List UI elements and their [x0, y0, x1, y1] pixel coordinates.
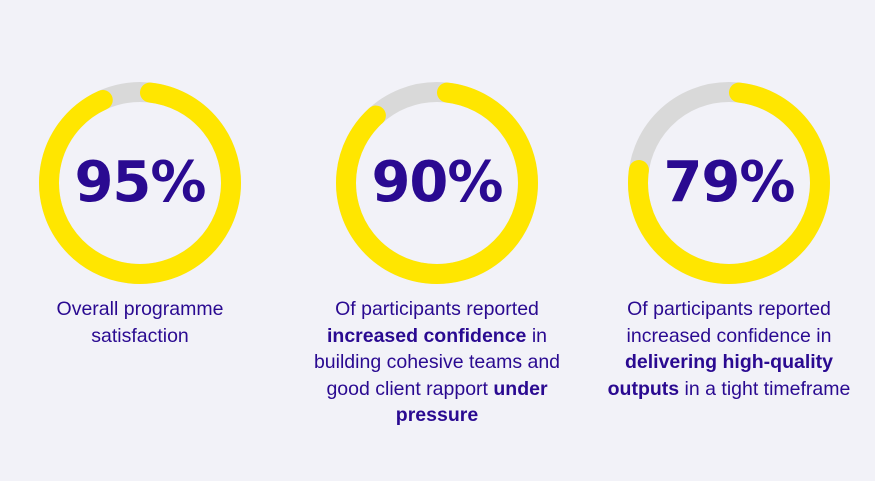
- caption-emphasis: under pressure: [395, 377, 548, 427]
- caption-emphasis: increased confidence: [326, 324, 527, 347]
- caption-text: satisfaction: [91, 324, 189, 347]
- caption-text: in a tight timeframe: [679, 377, 851, 400]
- caption: Of participants reported increased confi…: [599, 296, 859, 402]
- caption-emphasis: delivering high-quality outputs: [607, 351, 834, 400]
- percentage-label: 95%: [74, 150, 206, 215]
- percentage-label: 79%: [663, 150, 795, 215]
- caption: Overall programme satisfaction: [20, 296, 260, 349]
- caption-text: Overall programme: [56, 298, 224, 320]
- percentage-label: 90%: [371, 150, 503, 215]
- donut-chart: [39, 82, 241, 284]
- donut-chart: [628, 82, 830, 284]
- donut-value-arc: [336, 82, 538, 284]
- caption-text: Of participants reported: [335, 298, 539, 320]
- caption-text: Of participants reported increased confi…: [626, 298, 832, 347]
- donut-value-arc: [628, 82, 830, 284]
- caption-text: in building cohesive teams and good clie…: [313, 324, 561, 400]
- donut-chart: [336, 82, 538, 284]
- caption: Of participants reported increased confi…: [292, 296, 582, 429]
- donut-value-arc: [39, 82, 241, 284]
